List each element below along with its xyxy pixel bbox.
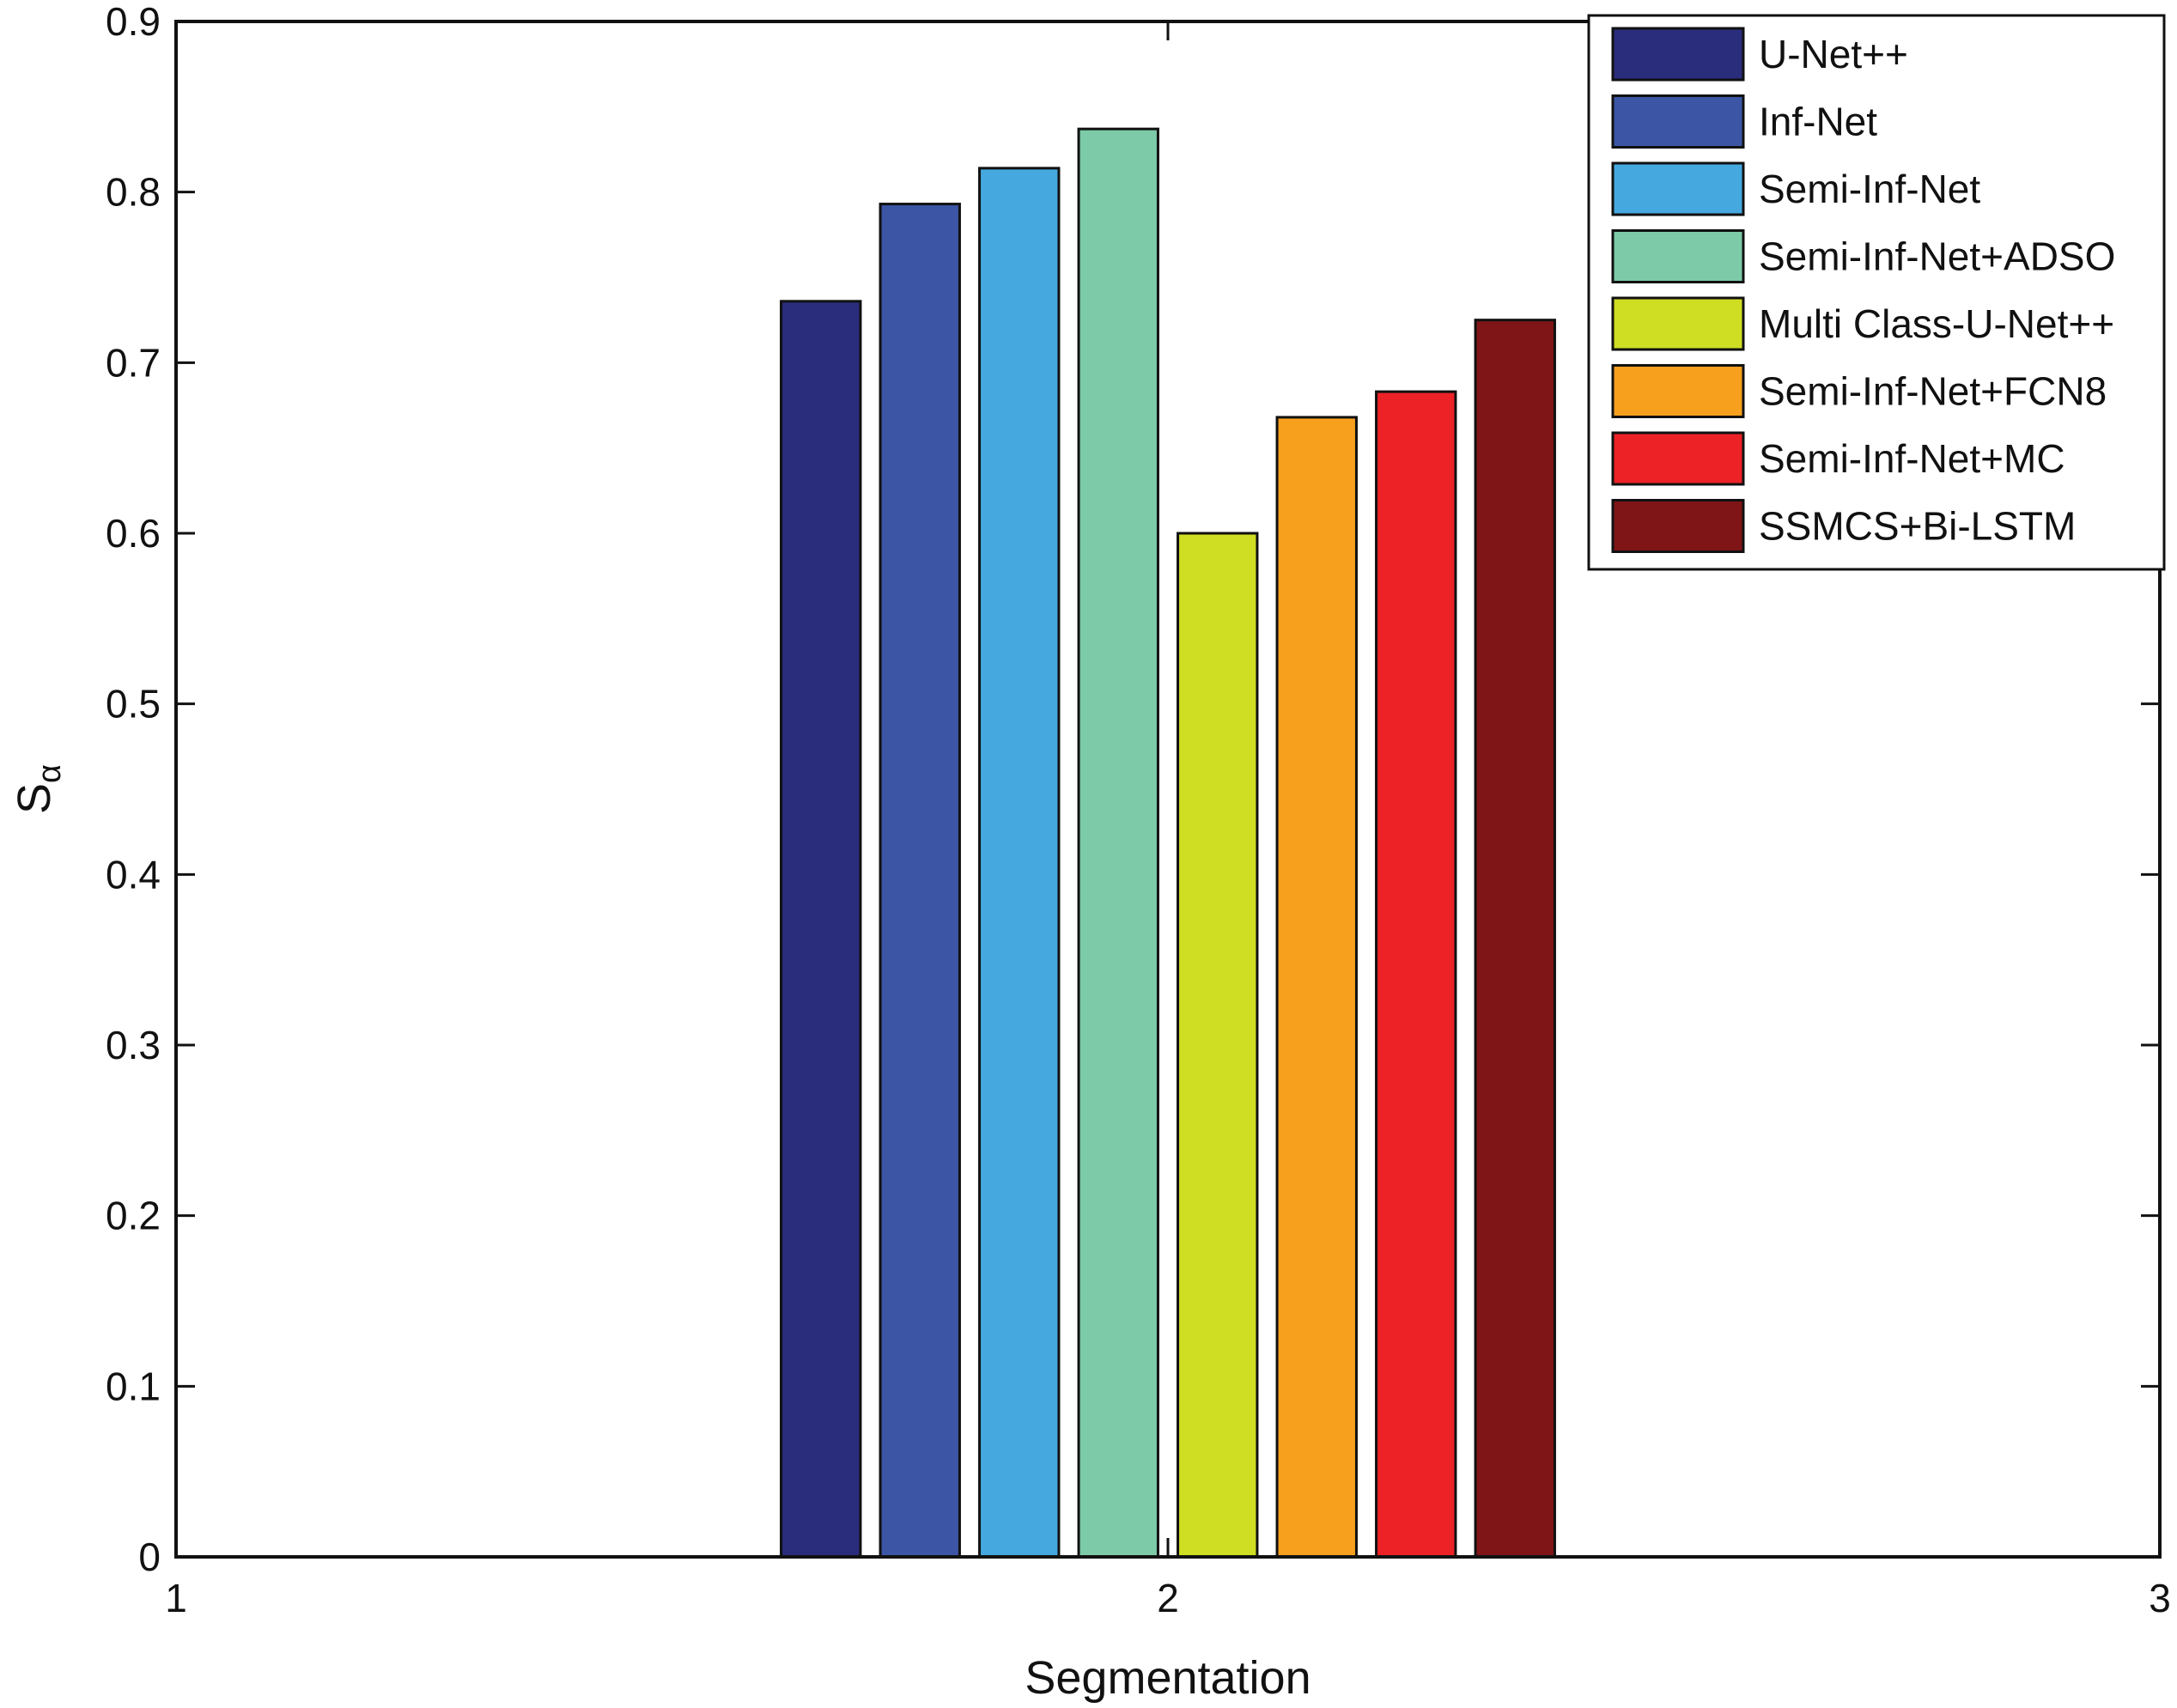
legend-label: SSMCS+Bi-LSTM — [1759, 504, 2076, 549]
y-axis-title-subscript: α — [32, 764, 68, 783]
bar-semi-inf-net — [978, 167, 1061, 1559]
legend-swatch — [1611, 296, 1745, 351]
legend-label: Semi-Inf-Net+FCN8 — [1759, 369, 2107, 414]
bar-inf-net — [879, 203, 961, 1559]
x-tick-label: 1 — [165, 1576, 187, 1620]
legend-label: Semi-Inf-Net+ADSO — [1759, 234, 2115, 279]
bar-semi-inf-net-adso — [1077, 127, 1159, 1559]
legend-swatch — [1611, 94, 1745, 149]
bars-group — [780, 127, 1556, 1559]
legend-swatch — [1611, 499, 1745, 553]
x-axis-title: Segmentation — [1025, 1652, 1310, 1704]
legend-label: Multi Class-U-Net++ — [1759, 301, 2114, 346]
legend: U-Net++ Inf-Net Semi-Inf-Net Semi-Inf-Net+A… — [1587, 14, 2166, 571]
legend-label: Semi-Inf-Net+MC — [1759, 436, 2065, 481]
y-axis-title-main: S — [9, 783, 60, 814]
y-tick-label: 0.7 — [106, 340, 161, 385]
x-tick-label: 3 — [2149, 1576, 2171, 1620]
y-tick-label: 0.5 — [106, 682, 161, 726]
y-tick-label: 0.9 — [106, 0, 161, 44]
y-tick-label: 0.1 — [106, 1364, 161, 1408]
bar-ssmcs-bi-lstm — [1474, 319, 1556, 1559]
bar-semi-inf-net-fcn8 — [1275, 416, 1358, 1559]
legend-swatch — [1611, 27, 1745, 82]
y-tick-labels: 0 0.1 0.2 0.3 0.4 0.5 0.6 0.7 0.8 0.9 — [106, 0, 161, 1579]
legend-swatch — [1611, 229, 1745, 283]
legend-swatch — [1611, 431, 1745, 486]
legend-label: Inf-Net — [1759, 100, 1877, 144]
y-tick-label: 0.8 — [106, 170, 161, 215]
legend-swatch — [1611, 161, 1745, 216]
bar-multi-class-u-net- — [1177, 532, 1259, 1559]
bar-u-net- — [780, 300, 862, 1559]
y-axis-title: Sα — [9, 764, 68, 814]
y-tick-label: 0 — [138, 1535, 161, 1579]
axis-ticks — [174, 20, 2162, 1559]
x-tick-labels: 1 2 3 — [165, 1576, 2171, 1620]
bar-semi-inf-net-mc — [1375, 390, 1457, 1559]
legend-label: Semi-Inf-Net — [1759, 167, 1980, 211]
legend-swatch — [1611, 364, 1745, 418]
y-tick-label: 0.2 — [106, 1194, 161, 1238]
y-tick-label: 0.4 — [106, 852, 161, 897]
y-tick-label: 0.6 — [106, 511, 161, 556]
x-tick-label: 2 — [1157, 1576, 1179, 1620]
y-tick-label: 0.3 — [106, 1023, 161, 1067]
legend-label: U-Net++ — [1759, 32, 1908, 76]
